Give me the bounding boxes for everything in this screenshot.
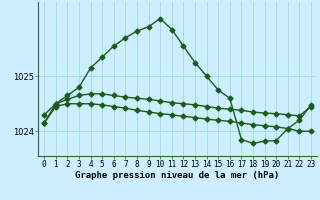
X-axis label: Graphe pression niveau de la mer (hPa): Graphe pression niveau de la mer (hPa) <box>76 171 280 180</box>
